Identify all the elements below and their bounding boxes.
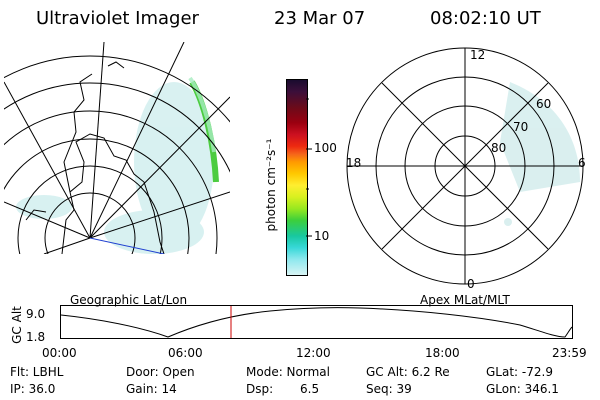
colorbar-label: photon cm⁻²s⁻¹ [264,138,278,232]
info-mode: Mode: Normal [246,365,330,379]
mlt-label-0: 0 [467,277,475,291]
geo-panel-caption: Geographic Lat/Lon [70,293,188,307]
latitude-grid [4,55,230,254]
mlt-label-18: 18 [346,156,362,170]
colorbar-tick-10: 10 [314,229,330,243]
altitude-plot [60,305,573,339]
info-dsp-label: Dsp: [246,382,274,396]
mlt-label-12: 12 [470,48,486,62]
header-time: 08:02:10 UT [430,8,541,29]
mlat-label-80: 80 [491,141,507,155]
longitude-grid [4,42,230,254]
mlt-label-6: 6 [578,156,586,170]
xtick-0600: 06:00 [168,346,203,360]
info-ip: IP: 36.0 [10,382,56,396]
xtick-2359: 23:59 [552,346,587,360]
satellite-track [89,237,165,254]
info-glat: GLat: -72.9 [486,365,553,379]
info-filter: Flt: LBHL [10,365,64,379]
xtick-1800: 18:00 [425,346,460,360]
info-gc-alt: GC Alt: 6.2 Re [366,365,450,379]
altitude-ytick-bottom: 1.8 [26,330,46,344]
altitude-ytick-top: 9.0 [26,307,46,321]
colorbar-ticks [306,98,312,237]
info-glon: GLon: 346.1 [486,382,559,396]
mlat-label-70: 70 [513,120,529,134]
colorbar [286,79,308,276]
header-date: 23 Mar 07 [274,8,366,29]
info-gain: Gain: 14 [126,382,177,396]
mlat-label-60: 60 [536,97,552,111]
altitude-ylabel: GC Alt [10,306,24,344]
polar-plot [346,47,584,285]
coastline [61,133,165,254]
info-seq: Seq: 39 [366,382,412,396]
geographic-map [4,42,230,254]
polar-emission-haze [500,82,580,226]
colorbar-tick-100: 100 [314,141,337,155]
polar-grid [346,47,584,285]
info-dsp-value: 6.5 [300,382,320,396]
polar-panel-caption: Apex MLat/MLT [420,293,510,307]
app-title: Ultraviolet Imager [36,8,199,29]
xtick-0000: 00:00 [42,346,77,360]
altitude-curve [60,307,573,338]
xtick-1200: 12:00 [296,346,331,360]
info-door: Door: Open [126,365,195,379]
